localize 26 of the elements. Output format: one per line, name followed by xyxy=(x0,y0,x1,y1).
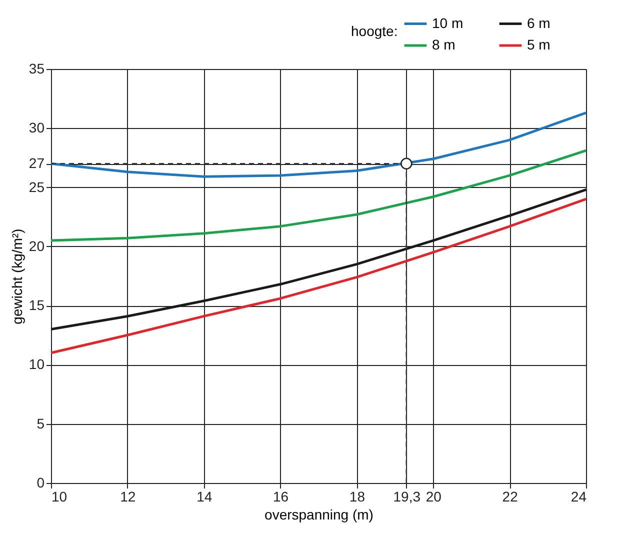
x-tick-label: 12 xyxy=(120,488,136,504)
y-tick-label: 30 xyxy=(28,120,45,136)
y-tick-label: 35 xyxy=(28,60,45,76)
y-tick-label: 27 xyxy=(28,155,45,172)
y-tick-label: 10 xyxy=(28,356,45,372)
legend-label: 8 m xyxy=(432,36,456,52)
x-axis-title: overspanning (m) xyxy=(264,506,374,522)
x-tick-label: 24 xyxy=(570,488,587,504)
x-tick-label: 16 xyxy=(272,488,289,504)
y-tick-label: 20 xyxy=(28,238,45,254)
x-tick-label: 10 xyxy=(52,488,68,504)
x-tick-label: 19,3 xyxy=(393,488,421,504)
y-tick-label: 0 xyxy=(36,474,45,490)
legend-label: 6 m xyxy=(527,14,550,31)
line-series xyxy=(50,198,588,354)
x-tick-label: 18 xyxy=(349,488,366,504)
y-tick-label: 15 xyxy=(28,297,45,314)
x-tick-label: 22 xyxy=(502,488,518,504)
x-tick-label: 14 xyxy=(196,488,212,504)
y-tick-label: 25 xyxy=(28,178,45,195)
legend-label: 10 m xyxy=(432,14,464,31)
legend-title: hoogte: xyxy=(351,23,398,39)
y-tick-label: 5 xyxy=(36,415,45,432)
legend-label: 5 m xyxy=(527,36,550,52)
y-axis-title: gewicht (kg/m²) xyxy=(8,228,25,324)
x-tick-label: 20 xyxy=(426,488,442,504)
